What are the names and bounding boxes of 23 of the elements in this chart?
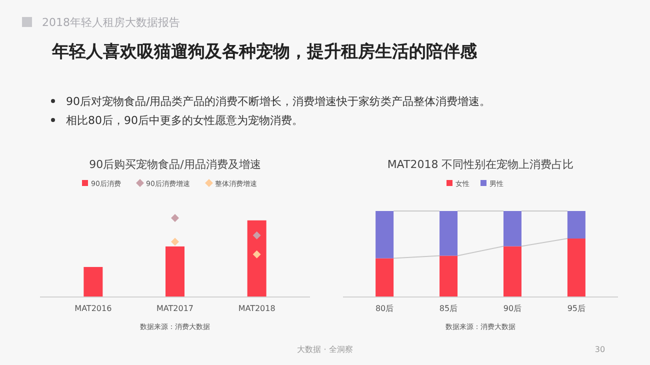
bar (440, 211, 458, 256)
x-tick-label: 80后 (375, 304, 394, 313)
x-tick-label: MAT2018 (238, 304, 276, 313)
chart-title: 90后购买宠物食品/用品消费及增速 (89, 158, 261, 171)
x-tick-label: 85后 (439, 304, 458, 313)
bar (376, 258, 394, 297)
x-tick-label: 90后 (503, 304, 522, 313)
x-tick-label: MAT2017 (156, 304, 194, 313)
chart-title: MAT2018 不同性别在宠物上消费占比 (387, 158, 574, 171)
bar (503, 246, 522, 297)
bar (567, 238, 586, 297)
bar (567, 211, 586, 239)
text: 90后对宠物食品/用品类产品的消费不断增长，消费增速快于家纺类产品整体消费增速。 (66, 95, 491, 108)
text: 年轻人喜欢吸猫遛狗及各种宠物，提升租房生活的陪伴感 (51, 42, 478, 62)
x-tick-label: 95后 (567, 304, 586, 313)
bar (440, 256, 458, 297)
text: 2018年轻人租房大数据报告 (42, 16, 180, 29)
text: 大数据 · 全洞察 (297, 345, 353, 354)
bar (503, 211, 522, 246)
x-tick-label: MAT2016 (74, 304, 112, 313)
text: 30 (594, 345, 606, 354)
bar (376, 211, 394, 258)
text: 相比80后，90后中更多的女性愿意为宠物消费。 (66, 114, 303, 127)
